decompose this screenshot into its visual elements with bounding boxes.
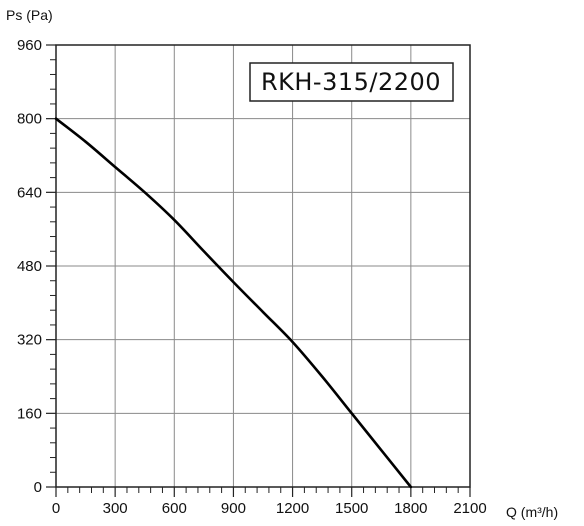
grid	[56, 44, 471, 487]
y-tick-labels: 0 160 320 480 640 800 960	[17, 37, 42, 496]
x-tick-label: 2100	[453, 500, 486, 517]
x-tick-label: 1200	[276, 500, 309, 517]
x-tick-label: 1500	[335, 500, 368, 517]
model-label-box: RKH-315/2200	[249, 62, 454, 102]
series-layer	[54, 117, 413, 489]
x-tick-labels: 0 300 600 900 1200 1500 1800 2100	[52, 500, 487, 517]
chart-title: RKH-315/2200	[261, 68, 441, 96]
y-tick-label: 320	[17, 332, 42, 349]
y-tick-label: 960	[17, 37, 42, 54]
x-axis-title: Q (m³/h)	[506, 504, 558, 520]
x-tick-label: 0	[52, 500, 60, 517]
x-tick-label: 900	[221, 500, 246, 517]
y-tick-label: 800	[17, 111, 42, 128]
y-tick-label: 0	[34, 479, 42, 496]
fan-curve-line	[54, 117, 413, 489]
plot-frame	[55, 44, 471, 488]
y-axis-title: Ps (Pa)	[6, 7, 53, 23]
x-tick-label: 300	[103, 500, 128, 517]
model-label-frame	[249, 62, 454, 102]
y-tick-label: 480	[17, 258, 42, 275]
x-tick-label: 600	[162, 500, 187, 517]
x-tick-label: 1800	[394, 500, 427, 517]
minor-ticks	[46, 44, 471, 497]
y-tick-label: 160	[17, 405, 42, 422]
y-tick-label: 640	[17, 184, 42, 201]
axes	[55, 44, 471, 488]
